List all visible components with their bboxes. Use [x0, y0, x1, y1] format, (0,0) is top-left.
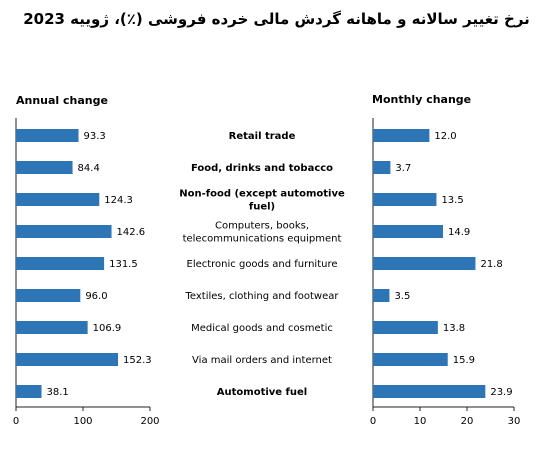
category-label: Via mail orders and internet [192, 355, 332, 366]
category-label: fuel) [249, 202, 275, 213]
monthly-x-tick-label: 20 [461, 416, 474, 427]
monthly-bar [373, 353, 448, 366]
annual-x-tick-label: 200 [140, 416, 159, 427]
monthly-data-label: 13.5 [441, 195, 463, 206]
annual-bar [16, 161, 73, 174]
monthly-data-label: 3.5 [394, 291, 410, 302]
monthly-bar [373, 321, 438, 334]
annual-data-label: 152.3 [123, 355, 152, 366]
category-label: Medical goods and cosmetic [191, 323, 333, 334]
annual-bar [16, 321, 88, 334]
monthly-data-label: 15.9 [453, 355, 475, 366]
monthly-bar [373, 193, 437, 206]
category-label: telecommunications equipment [183, 234, 342, 245]
monthly-data-label: 14.9 [448, 227, 470, 238]
annual-data-label: 131.5 [109, 259, 138, 270]
category-label: Computers, books, [215, 221, 309, 232]
monthly-axes: 0 10 20 30 [370, 118, 521, 427]
annual-bar [16, 129, 79, 142]
annual-data-label: 93.3 [84, 131, 106, 142]
monthly-bar [373, 225, 444, 238]
monthly-panel-title: Monthly change [372, 93, 471, 106]
monthly-bar [373, 385, 486, 398]
annual-bar [16, 225, 112, 238]
category-label: Retail trade [229, 131, 296, 142]
monthly-x-tick-label: 0 [370, 416, 376, 427]
annual-bar [16, 385, 42, 398]
monthly-data-label: 12.0 [434, 131, 456, 142]
monthly-data-label: 3.7 [395, 163, 411, 174]
monthly-bar [373, 257, 476, 270]
annual-data-label: 96.0 [85, 291, 107, 302]
annual-x-tick-label: 100 [73, 416, 92, 427]
category-label: Food, drinks and tobacco [191, 163, 333, 174]
monthly-data-label: 21.8 [480, 259, 502, 270]
annual-data-label: 106.9 [93, 323, 122, 334]
annual-x-tick-label: 0 [13, 416, 19, 427]
category-labels: Retail trade Food, drinks and tobacco Non-… [179, 131, 345, 398]
monthly-x-tick-label: 30 [508, 416, 521, 427]
category-label: Textiles, clothing and footwear [184, 291, 339, 302]
category-label: Non-food (except automotive [179, 189, 345, 200]
monthly-data-label: 23.9 [490, 387, 512, 398]
monthly-data-label: 13.8 [443, 323, 465, 334]
monthly-x-tick-label: 10 [414, 416, 427, 427]
category-label: Electronic goods and furniture [187, 259, 338, 270]
annual-data-label: 38.1 [47, 387, 69, 398]
annual-bars: 93.3 84.4 124.3 142.6 131.5 96.0 106.9 152.3 38.… [16, 129, 152, 398]
annual-bar [16, 193, 100, 206]
monthly-bar [373, 289, 390, 302]
annual-bar [16, 289, 81, 302]
annual-data-label: 84.4 [78, 163, 100, 174]
category-label: Automotive fuel [217, 387, 307, 398]
monthly-bar [373, 161, 391, 174]
page-title: نرخ تغییر سالانه و ماهانه گردش مالی خرده… [23, 10, 530, 28]
annual-bar [16, 257, 105, 270]
monthly-bars: 12.0 3.7 13.5 14.9 21.8 3.5 13.8 15.9 23.9 [373, 129, 513, 398]
annual-panel-title: Annual change [16, 94, 108, 107]
monthly-bar [373, 129, 430, 142]
annual-data-label: 124.3 [104, 195, 133, 206]
annual-bar [16, 353, 119, 366]
annual-data-label: 142.6 [117, 227, 146, 238]
